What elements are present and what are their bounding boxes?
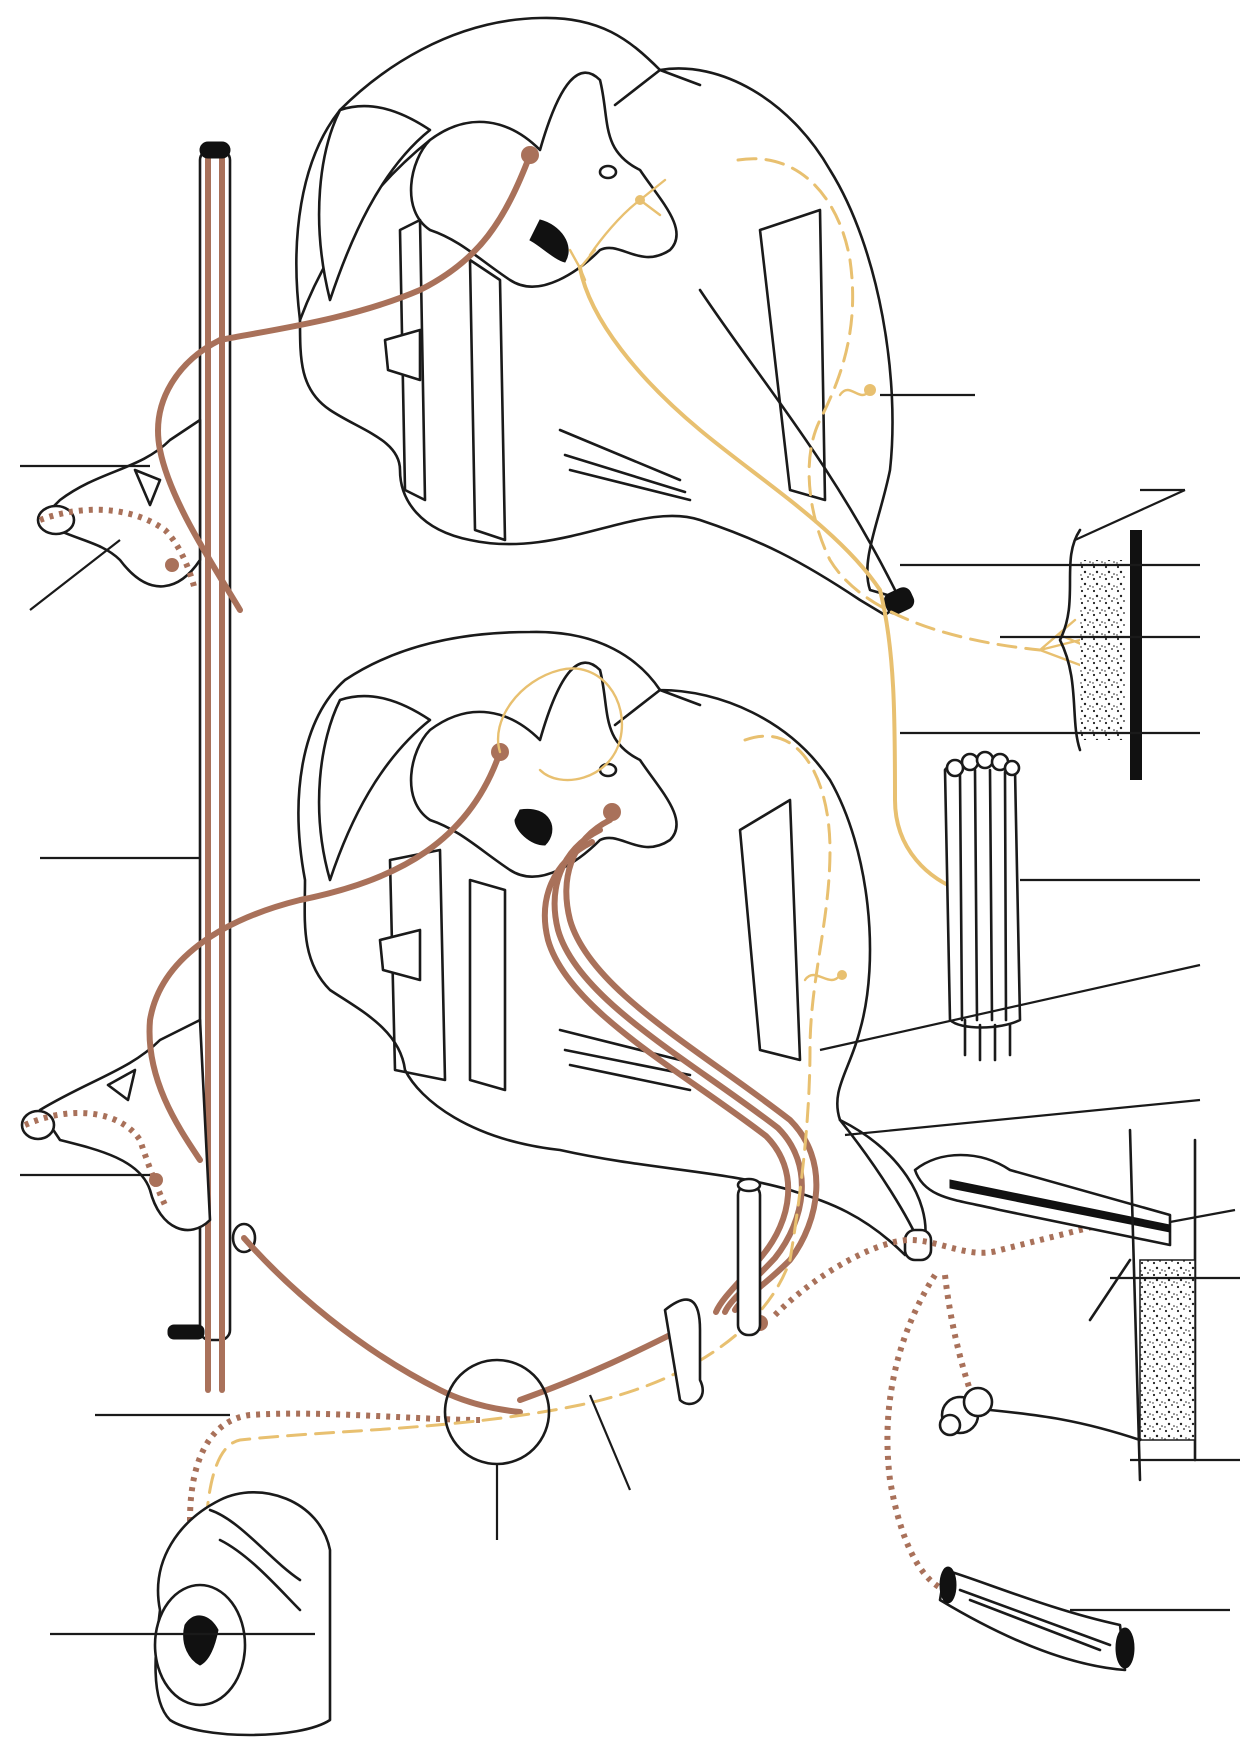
visceral-branch-end	[736, 1177, 762, 1193]
right-postganglionic-trunk	[772, 1217, 1121, 1318]
to-sweat-gland-fiber	[942, 1274, 973, 1391]
prevertebral-postganglionic-fiber	[187, 1410, 481, 1590]
lower-white-column-mid	[468, 878, 507, 1092]
leader-line-right-2	[1074, 488, 1186, 542]
hair-follicle-skin	[913, 1128, 1197, 1482]
lower-ganglion-cell-left	[149, 1173, 163, 1187]
sympathetic-efferent-pathways	[23, 146, 1121, 1593]
muscle-bundle-outline	[943, 759, 1022, 1029]
upper-preganglionic-cell-body	[521, 146, 539, 164]
lower-white-column-right	[738, 798, 802, 1062]
skin-tissue-lower	[1139, 1259, 1196, 1441]
blood-vessel-wall	[938, 1568, 1127, 1672]
lower-dorsal-ganglion-cell	[837, 970, 847, 980]
leader-line-bottom-nerve	[588, 1394, 632, 1491]
blood-vessel-lumen-right	[1115, 1627, 1135, 1669]
leader-line-right-7	[819, 963, 1201, 1052]
upper-nerve-cut-end	[883, 587, 915, 615]
intestine-lumen	[183, 1615, 219, 1666]
skin-tissue-upper	[1080, 560, 1125, 740]
upper-interneuron-cell	[635, 195, 645, 205]
upper-median-sulcus	[613, 68, 702, 107]
muscle-fiber-ends	[945, 750, 1021, 778]
lower-descending-bundle-3	[542, 839, 792, 1315]
label-leader-lines	[20, 393, 1240, 1636]
lower-nerve-cut-end	[903, 1228, 933, 1262]
lower-ramus-stub	[378, 928, 422, 982]
muscle-tendon-lines	[963, 1018, 1012, 1062]
ganglion-cut-stub	[663, 1298, 704, 1406]
lower-ventral-root-fibers	[558, 1028, 692, 1092]
skin-section-upper	[1058, 528, 1142, 780]
visceral-branch-tube	[736, 1183, 762, 1337]
muscle-fibers	[958, 768, 1008, 1022]
upper-ramus-stub	[383, 328, 422, 382]
upper-lateral-horn	[529, 219, 569, 263]
lower-grey-matter-yellow-loop	[496, 667, 624, 782]
skin-receptor-endings	[1038, 618, 1097, 667]
blood-vessel	[938, 1566, 1135, 1672]
splanchnic-nerve-left	[241, 1235, 523, 1415]
upper-grey-matter	[409, 71, 678, 288]
upper-ganglion-coil	[838, 388, 872, 397]
sympathetic-trunk-bottom-end	[167, 1324, 205, 1340]
intestine-section	[153, 1491, 332, 1737]
lower-preganglionic-fiber-left	[146, 749, 503, 1163]
lower-lateral-horn	[514, 808, 553, 846]
to-blood-vessel-fiber	[884, 1273, 947, 1593]
lower-left-ganglion-hole	[106, 1068, 137, 1102]
sympathetic-trunk-top-end	[199, 141, 231, 159]
upper-left-cut-end	[36, 504, 76, 536]
lower-ganglion-coil	[803, 973, 842, 982]
upper-preganglionic-fiber	[155, 152, 533, 613]
upper-somatic-efferent-fiber	[578, 266, 962, 892]
upper-white-column-left	[398, 218, 427, 502]
lower-preganglionic-cell-body-2	[603, 803, 621, 821]
leader-line-right-9	[1169, 1208, 1236, 1224]
sweat-gland	[938, 1386, 1142, 1442]
arrector-pili	[1088, 1258, 1132, 1322]
skeletal-muscle-bundle	[943, 750, 1022, 1062]
lower-postganglionic-gray-ramus	[23, 1110, 168, 1207]
lower-median-sulcus	[613, 688, 702, 727]
lower-visceral-afferent	[203, 734, 832, 1562]
intestine-muscle-folds	[208, 1508, 302, 1612]
upper-ventral-root-fibers	[558, 428, 692, 502]
skin-dermis-band-upper	[1130, 530, 1142, 780]
sweat-gland-duct	[988, 1408, 1142, 1442]
lower-central-canal	[598, 762, 618, 778]
skin-surface-upper	[1058, 528, 1082, 752]
blood-vessel-lumen-left	[939, 1566, 957, 1604]
upper-ganglion-cell	[165, 558, 179, 572]
blood-vessel-texture	[958, 1588, 1112, 1652]
sweat-gland-coil-2	[962, 1386, 994, 1418]
lower-descending-bundle-2	[551, 827, 805, 1315]
sweat-gland-coil-3	[938, 1413, 962, 1437]
lower-dorsal-root	[317, 694, 432, 882]
upper-spinal-nerve-right	[698, 288, 897, 592]
lower-spinal-cord-segment	[297, 630, 933, 1262]
prevertebral-ganglion	[443, 1358, 551, 1466]
upper-white-column-mid	[468, 258, 507, 542]
leader-line-right-8	[844, 1098, 1201, 1137]
upper-left-ganglion-hole	[133, 468, 162, 507]
upper-central-canal	[598, 164, 618, 180]
upper-dorsal-root	[317, 104, 432, 302]
upper-dashed-afferent	[736, 157, 1042, 652]
leader-line-left-2	[29, 539, 121, 611]
hair-dark-core	[949, 1179, 1171, 1233]
